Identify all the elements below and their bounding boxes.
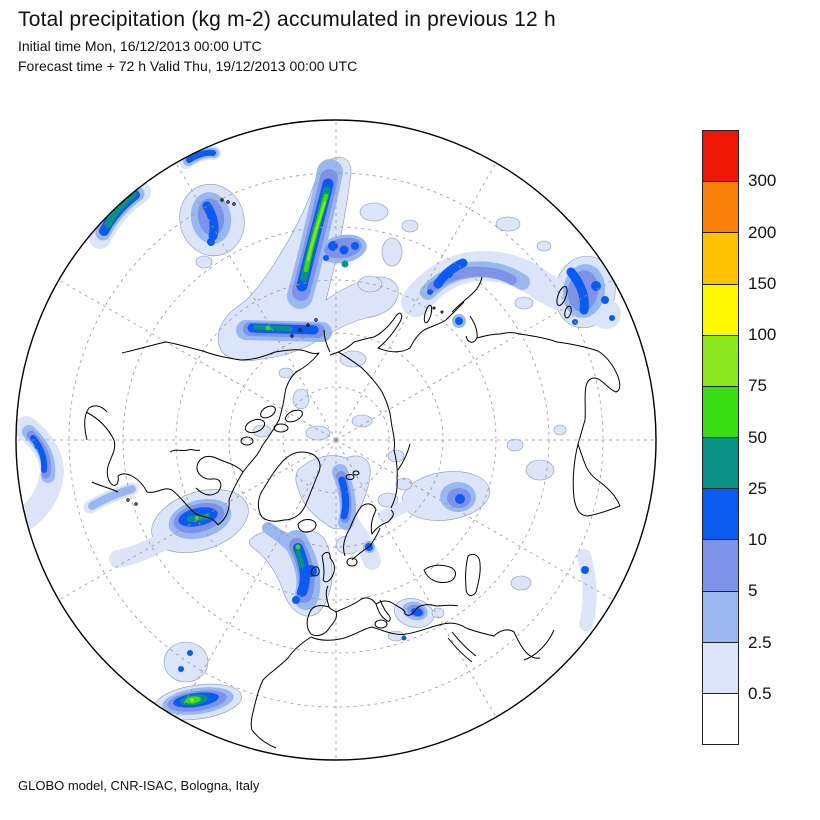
initial-time-line: Initial time Mon, 16/12/2013 00:00 UTC (18, 38, 262, 54)
colorbar-tick-label: 10 (748, 530, 767, 549)
colorbar (702, 130, 739, 745)
colorbar-cell (703, 335, 738, 387)
colorbar-cell (703, 540, 738, 592)
colorbar-cell (703, 131, 738, 183)
colorbar-cell (703, 489, 738, 541)
colorbar-cell (703, 182, 738, 234)
colorbar-cell (703, 591, 738, 643)
colorbar-tick-label: 25 (748, 478, 767, 498)
colorbar-cell (703, 284, 738, 336)
colorbar-tick-label: 150 (748, 273, 777, 293)
colorbar-tick-label: 100 (748, 325, 777, 344)
coastlines (84, 198, 621, 749)
graticule (16, 120, 656, 760)
colorbar-ticks: 300 200 150 100 75 50 25 10 5 2.5 0.5 (748, 0, 808, 820)
map-boundary-circle (15, 119, 657, 761)
colorbar-cell (703, 233, 738, 285)
colorbar-cell (703, 642, 738, 694)
colorbar-tick-label: 300 (748, 171, 777, 191)
colorbar-tick-label: 5 (748, 581, 758, 601)
model-credit: GLOBO model, CNR-ISAC, Bologna, Italy (18, 778, 260, 793)
precip-level-75 (190, 200, 327, 702)
colorbar-cell (703, 438, 738, 490)
colorbar-cell (703, 693, 738, 745)
colorbar-tick-label: 75 (748, 376, 767, 396)
colorbar-tick-label: 0.5 (748, 683, 772, 703)
forecast-time-line: Forecast time + 72 h Valid Thu, 19/12/20… (18, 58, 358, 74)
colorbar-tick-label: 50 (748, 427, 767, 447)
page-title: Total precipitation (kg m-2) accumulated… (18, 8, 556, 31)
colorbar-tick-label: 2.5 (748, 632, 772, 652)
colorbar-tick-label: 200 (748, 222, 777, 242)
colorbar-cell (703, 386, 738, 439)
